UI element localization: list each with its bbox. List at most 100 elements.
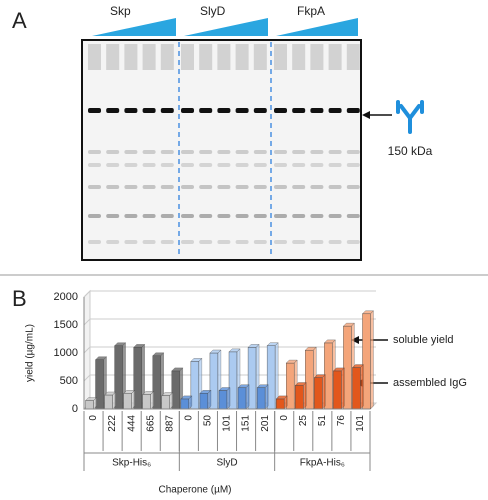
bar-front [123, 393, 132, 410]
bar-side [284, 395, 288, 410]
band [328, 108, 342, 113]
panel-label: A [12, 8, 27, 33]
band [199, 108, 213, 113]
band [160, 214, 174, 218]
band-label: 150 kDa [388, 144, 433, 158]
x-tick-label: 51 [317, 415, 328, 427]
band [274, 163, 287, 167]
bar-side [226, 387, 231, 410]
band [142, 185, 156, 189]
band [328, 240, 342, 244]
bar [123, 389, 136, 410]
band [181, 163, 194, 167]
band [253, 150, 267, 154]
band [310, 185, 324, 189]
band [160, 150, 174, 154]
well [328, 44, 342, 70]
x-tick-label: 201 [260, 415, 271, 432]
band [142, 150, 156, 154]
band [235, 185, 249, 189]
band [88, 150, 101, 154]
well [124, 44, 138, 70]
band [235, 108, 249, 113]
grid-line [83, 318, 376, 326]
x-tick-label: 101 [222, 415, 233, 432]
band [274, 185, 287, 189]
band [124, 240, 138, 244]
x-tick-label: 0 [184, 415, 195, 421]
y-tick-label: 1500 [54, 319, 78, 331]
well [310, 44, 324, 70]
band [142, 163, 156, 167]
band [106, 108, 120, 113]
band [181, 214, 194, 218]
bar-front [314, 377, 323, 410]
bar [294, 381, 307, 410]
x-tick-label: 0 [279, 415, 290, 421]
band [142, 108, 156, 113]
band [346, 240, 360, 244]
bar-side [112, 391, 116, 410]
bar-side [131, 389, 135, 410]
bar [313, 374, 326, 410]
band [253, 214, 267, 218]
well [346, 44, 360, 70]
band [88, 240, 101, 244]
band [142, 240, 156, 244]
band [88, 185, 101, 189]
band [106, 214, 120, 218]
grid-line [83, 346, 376, 354]
bar [332, 367, 345, 410]
bar-side [264, 384, 269, 410]
y-tick-label: 500 [60, 375, 78, 387]
well [142, 44, 156, 70]
band [235, 240, 249, 244]
bar-front [180, 398, 190, 410]
bar-side [150, 390, 154, 410]
bar [85, 397, 98, 410]
bar [237, 384, 250, 410]
band [199, 240, 213, 244]
bar-side [303, 381, 307, 410]
bar-side [370, 310, 374, 410]
bar-front [237, 387, 247, 410]
bar-side [93, 397, 97, 410]
band [274, 108, 287, 113]
group-label: FkpA [297, 4, 325, 18]
band [310, 163, 324, 167]
well [217, 44, 231, 70]
bar [161, 392, 174, 410]
group-label: Skp [110, 4, 131, 18]
band [199, 163, 213, 167]
x-tick-label: 50 [203, 415, 214, 427]
bar-side [341, 367, 345, 410]
band [328, 185, 342, 189]
y-tick-label: 2000 [54, 291, 78, 303]
band [217, 185, 231, 189]
bar [180, 395, 193, 410]
band [292, 185, 306, 189]
band [292, 108, 306, 113]
band [106, 163, 120, 167]
band [106, 185, 120, 189]
bar [142, 390, 155, 410]
band [88, 214, 101, 218]
bar-front [161, 395, 171, 410]
band [346, 163, 360, 167]
gel [81, 39, 362, 261]
x-tick-label: 101 [355, 415, 366, 432]
well [274, 44, 287, 70]
band [346, 214, 360, 218]
bar-front [199, 393, 209, 410]
bar [361, 310, 374, 410]
band [310, 150, 324, 154]
band [346, 185, 360, 189]
band [235, 150, 249, 154]
band [328, 163, 342, 167]
bar [218, 387, 231, 410]
bar [351, 364, 364, 410]
bar-front [295, 385, 304, 410]
band [310, 240, 324, 244]
arrow [362, 111, 392, 119]
